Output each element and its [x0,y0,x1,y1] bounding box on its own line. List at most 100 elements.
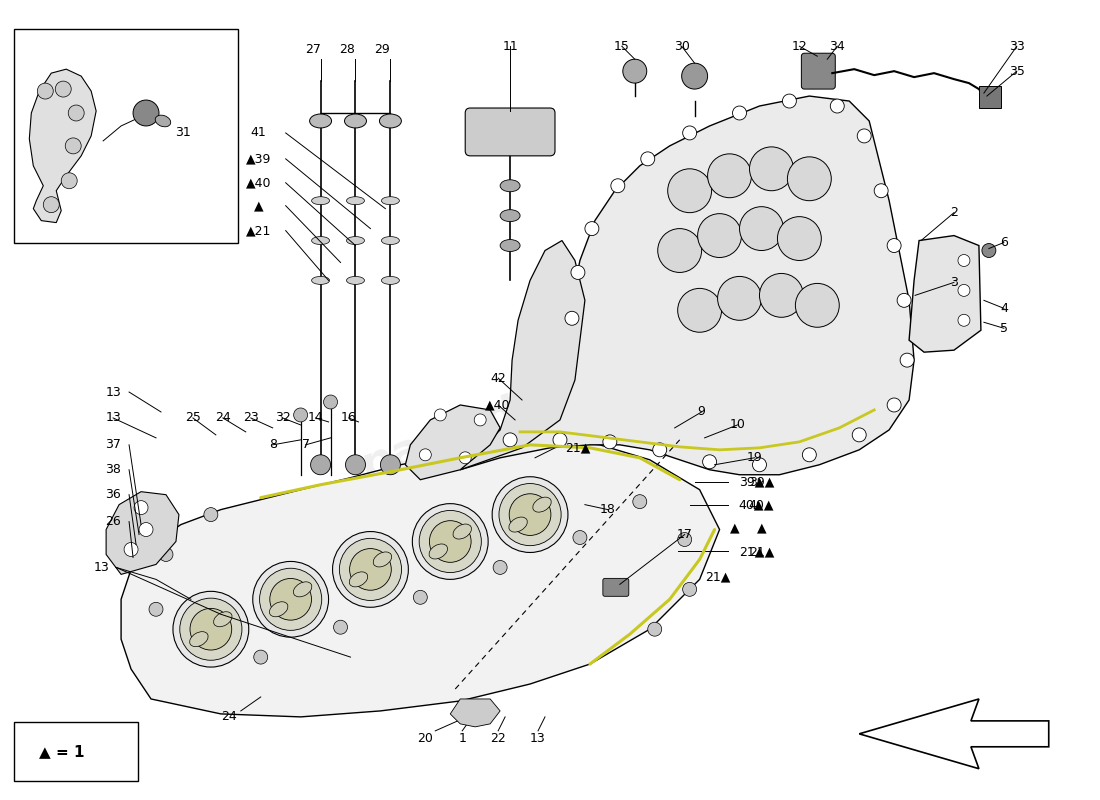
Text: 39▲: 39▲ [739,475,764,488]
Circle shape [752,458,767,472]
Text: 4: 4 [1000,302,1008,315]
Circle shape [434,409,447,421]
Polygon shape [859,699,1048,769]
Ellipse shape [500,210,520,222]
Text: 15: 15 [614,40,630,53]
Polygon shape [106,492,179,574]
Circle shape [874,184,888,198]
Ellipse shape [453,524,472,539]
Circle shape [585,222,598,235]
FancyBboxPatch shape [14,722,138,781]
Text: 9: 9 [697,406,705,418]
Circle shape [134,501,148,514]
Circle shape [632,494,647,509]
Circle shape [254,650,267,664]
Polygon shape [450,699,500,727]
Circle shape [253,562,329,637]
Circle shape [648,622,662,636]
Ellipse shape [382,277,399,285]
Ellipse shape [346,237,364,245]
Circle shape [204,508,218,522]
Ellipse shape [382,237,399,245]
Polygon shape [460,96,914,474]
Text: 27: 27 [305,42,320,56]
Circle shape [43,197,59,213]
Text: 7: 7 [301,438,309,451]
Circle shape [778,217,822,261]
Circle shape [509,494,551,535]
FancyBboxPatch shape [979,86,1001,108]
Circle shape [333,620,348,634]
Circle shape [419,510,482,573]
Text: 30: 30 [673,40,690,53]
Circle shape [802,448,816,462]
Ellipse shape [379,114,401,128]
FancyBboxPatch shape [14,30,238,242]
Circle shape [37,83,53,99]
Circle shape [610,178,625,193]
Circle shape [381,455,400,474]
Ellipse shape [213,612,232,626]
Circle shape [350,549,392,590]
Circle shape [641,152,654,166]
Circle shape [887,238,901,253]
Circle shape [678,288,722,332]
Circle shape [571,266,585,279]
FancyBboxPatch shape [603,578,629,596]
Circle shape [190,608,232,650]
Circle shape [173,591,249,667]
Text: 20: 20 [417,732,433,746]
Circle shape [565,311,579,326]
Circle shape [55,81,72,97]
Polygon shape [30,69,96,222]
Circle shape [857,129,871,143]
Ellipse shape [500,180,520,192]
Circle shape [260,568,321,630]
Text: 26: 26 [106,515,121,528]
Circle shape [683,582,696,596]
Text: ▲40: ▲40 [246,176,272,190]
Ellipse shape [532,497,551,512]
Text: ▲39: ▲39 [246,152,272,166]
Polygon shape [121,440,719,717]
Circle shape [429,521,471,562]
Circle shape [887,398,901,412]
Ellipse shape [350,572,367,587]
Ellipse shape [311,197,330,205]
Circle shape [160,547,173,562]
Circle shape [294,408,308,422]
Circle shape [414,590,427,604]
Ellipse shape [294,582,312,597]
Text: ▲: ▲ [254,199,264,212]
Circle shape [603,435,617,449]
Ellipse shape [429,544,448,559]
Circle shape [982,243,996,258]
Text: 21▲: 21▲ [705,571,730,584]
Circle shape [493,561,507,574]
Circle shape [553,433,566,447]
Circle shape [124,542,138,557]
Circle shape [148,602,163,616]
Circle shape [65,138,81,154]
Text: 35: 35 [1009,65,1025,78]
Polygon shape [909,235,981,352]
Circle shape [503,433,517,447]
Text: 13: 13 [94,561,109,574]
Circle shape [830,99,845,113]
Circle shape [133,100,160,126]
Text: 29: 29 [374,42,390,56]
Circle shape [788,157,832,201]
Text: 24: 24 [214,411,231,425]
FancyBboxPatch shape [465,108,556,156]
Text: 19: 19 [747,451,762,464]
Circle shape [419,449,431,461]
Circle shape [782,94,796,108]
Circle shape [492,477,568,553]
Circle shape [958,285,970,296]
Text: 21▲: 21▲ [565,442,591,454]
Ellipse shape [270,602,288,617]
Text: 12: 12 [792,40,807,53]
Circle shape [68,105,85,121]
Circle shape [323,395,338,409]
Circle shape [707,154,751,198]
